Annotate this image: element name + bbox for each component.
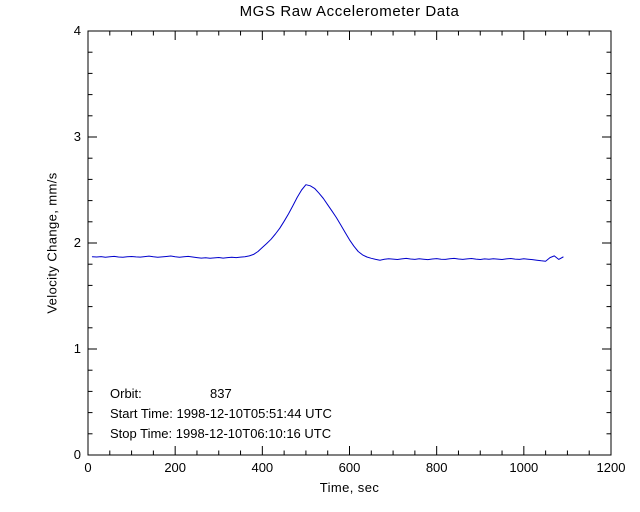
data-line <box>91 184 564 262</box>
stop-time-text: Stop Time: 1998-12-10T06:10:16 UTC <box>110 426 332 441</box>
y-tick-label: 1 <box>74 341 81 356</box>
y-tick-label: 3 <box>74 129 81 144</box>
x-tick-label: 600 <box>339 460 361 475</box>
x-tick-label: 800 <box>426 460 448 475</box>
y-tick-label: 4 <box>74 23 81 38</box>
x-axis-label: Time, sec <box>319 480 380 495</box>
y-tick-label: 2 <box>74 235 81 250</box>
x-tick-label: 400 <box>251 460 273 475</box>
annotation-block: Orbit: 837 Start Time: 1998-12-10T05:51:… <box>110 384 332 444</box>
orbit-line: Orbit: 837 <box>110 384 332 404</box>
x-tick-label: 1000 <box>509 460 538 475</box>
start-time-text: Start Time: 1998-12-10T05:51:44 UTC <box>110 406 332 421</box>
x-tick-label: 1200 <box>597 460 626 475</box>
orbit-value: 837 <box>210 386 232 401</box>
chart-title: MGS Raw Accelerometer Data <box>239 3 460 20</box>
orbit-label: Orbit: <box>110 386 142 401</box>
x-tick-label: 0 <box>84 460 91 475</box>
x-tick-label: 200 <box>164 460 186 475</box>
y-tick-label: 0 <box>74 447 81 462</box>
